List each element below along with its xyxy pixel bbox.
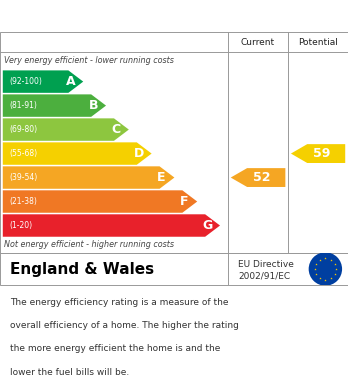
Text: Not energy efficient - higher running costs: Not energy efficient - higher running co… — [4, 240, 174, 249]
Text: The energy efficiency rating is a measure of the: The energy efficiency rating is a measur… — [10, 298, 229, 307]
Text: Very energy efficient - lower running costs: Very energy efficient - lower running co… — [4, 56, 174, 65]
Text: F: F — [180, 195, 188, 208]
Text: (69-80): (69-80) — [9, 125, 37, 134]
Text: 2002/91/EC: 2002/91/EC — [238, 272, 291, 281]
Ellipse shape — [309, 252, 342, 286]
Polygon shape — [231, 168, 285, 187]
Polygon shape — [3, 118, 129, 141]
Text: G: G — [203, 219, 213, 232]
Text: (39-54): (39-54) — [9, 173, 37, 182]
Polygon shape — [3, 166, 174, 189]
Polygon shape — [291, 144, 345, 163]
Text: 59: 59 — [314, 147, 331, 160]
Text: (92-100): (92-100) — [9, 77, 42, 86]
Text: (55-68): (55-68) — [9, 149, 37, 158]
Text: (21-38): (21-38) — [9, 197, 37, 206]
Text: (1-20): (1-20) — [9, 221, 32, 230]
Text: (81-91): (81-91) — [9, 101, 37, 110]
Text: Energy Efficiency Rating: Energy Efficiency Rating — [14, 9, 216, 23]
Text: E: E — [157, 171, 165, 184]
Text: EU Directive: EU Directive — [238, 260, 294, 269]
Text: B: B — [88, 99, 98, 112]
Text: D: D — [134, 147, 144, 160]
Text: overall efficiency of a home. The higher the rating: overall efficiency of a home. The higher… — [10, 321, 239, 330]
Text: the more energy efficient the home is and the: the more energy efficient the home is an… — [10, 344, 221, 353]
Text: England & Wales: England & Wales — [10, 262, 155, 276]
Text: A: A — [65, 75, 75, 88]
Text: 52: 52 — [253, 171, 271, 184]
Text: C: C — [111, 123, 120, 136]
Polygon shape — [3, 214, 220, 237]
Polygon shape — [3, 70, 83, 93]
Text: Current: Current — [241, 38, 275, 47]
Polygon shape — [3, 94, 106, 117]
Text: lower the fuel bills will be.: lower the fuel bills will be. — [10, 368, 130, 377]
Polygon shape — [3, 190, 197, 213]
Polygon shape — [3, 142, 152, 165]
Text: Potential: Potential — [298, 38, 338, 47]
